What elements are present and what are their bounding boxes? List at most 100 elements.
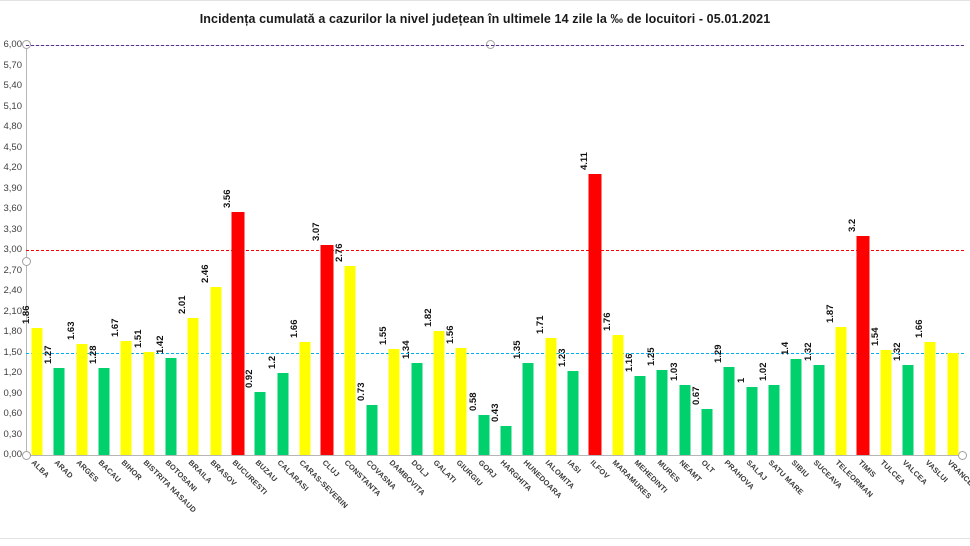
y-tick-label: 3,00 xyxy=(3,244,23,255)
page-separator-top xyxy=(0,0,970,1)
bar[interactable] xyxy=(947,352,959,455)
bar-value-label: 2.76 xyxy=(333,243,345,263)
bar-value-label: 1.32 xyxy=(892,342,904,361)
bar-value-label: 0.92 xyxy=(244,369,256,389)
x-axis-category-labels: ALBA ARAD ARGES BACAU BIHOR BISTRITA NASAUD BO… xyxy=(26,458,970,538)
bar-value-label: 1.54 xyxy=(869,327,881,346)
x-category-label: OLT xyxy=(699,458,717,476)
bar-value-label: 1.66 xyxy=(914,319,926,338)
y-tick-label: 2,10 xyxy=(3,305,23,317)
axis-handle-mid[interactable] xyxy=(22,257,31,266)
bar[interactable] xyxy=(120,340,132,455)
bar[interactable] xyxy=(656,369,668,455)
bar[interactable] xyxy=(143,351,155,455)
bar[interactable] xyxy=(500,425,512,455)
bar[interactable] xyxy=(902,364,914,455)
bar-value-label: 2.46 xyxy=(199,264,211,283)
bar[interactable] xyxy=(455,348,467,455)
bar-slot: 1.55 xyxy=(378,45,405,455)
axis-handle-right-end[interactable] xyxy=(958,451,967,460)
bar[interactable] xyxy=(31,327,43,455)
y-tick-label: 2,70 xyxy=(3,264,23,276)
x-category-label: ILFOV xyxy=(588,458,611,481)
y-tick-label: 3,60 xyxy=(3,203,23,214)
x-category-label: ALBA xyxy=(29,458,52,480)
bar-slot: 1.4 xyxy=(780,45,807,455)
bar-slot: 1.66 xyxy=(914,45,941,455)
bar[interactable] xyxy=(768,385,780,455)
bar[interactable] xyxy=(320,245,334,455)
purple-threshold xyxy=(26,45,964,46)
bar-value-label: 3.2 xyxy=(847,219,859,233)
bar[interactable] xyxy=(165,357,177,455)
bar[interactable] xyxy=(723,366,735,455)
bar[interactable] xyxy=(856,236,870,455)
bar[interactable] xyxy=(98,367,110,455)
bar-value-label: 1.25 xyxy=(646,347,658,366)
bar[interactable] xyxy=(790,359,802,455)
bar-value-label: 1.29 xyxy=(713,344,725,363)
bar-value-label: 1.42 xyxy=(155,335,167,354)
bar[interactable] xyxy=(588,174,602,455)
bar[interactable] xyxy=(231,211,245,455)
bar[interactable] xyxy=(433,330,445,455)
bar[interactable] xyxy=(299,341,311,455)
bar[interactable] xyxy=(254,392,266,455)
bar-slot: 0.92 xyxy=(244,45,271,455)
bar[interactable] xyxy=(366,405,378,455)
bar[interactable] xyxy=(411,363,423,455)
bar[interactable] xyxy=(679,384,691,455)
bar-slot: 4.11 xyxy=(579,45,606,455)
red-threshold xyxy=(26,250,964,251)
x-category-label: CLUJ xyxy=(320,458,341,479)
plot-area: 6,00 5,70 5,40 5,10 4,80 4,50 4,20 3,90 3,60 3,30… xyxy=(4,40,967,460)
y-tick-label: 1,50 xyxy=(3,346,23,358)
y-tick-label: 4,50 xyxy=(3,141,23,153)
y-tick-label: 1,80 xyxy=(3,326,23,337)
bar-slot: 1.67 xyxy=(110,45,137,455)
bar-value-label: 0.73 xyxy=(356,382,368,402)
bar-value-label: 1.76 xyxy=(601,312,613,331)
y-tick-label: 4,20 xyxy=(3,162,23,173)
bar-slot: 1.25 xyxy=(646,45,673,455)
bar-slot: 3.2 xyxy=(847,45,874,455)
bar-value-label: 1.03 xyxy=(668,362,680,381)
axis-handle-top-center[interactable] xyxy=(486,40,495,49)
bar[interactable] xyxy=(924,341,936,455)
bar-value-label: 1.02 xyxy=(758,362,770,382)
bar-slot: 2.76 xyxy=(334,45,361,455)
y-tick-label: 3,30 xyxy=(3,223,23,235)
bar[interactable] xyxy=(634,375,646,455)
page-separator-bottom xyxy=(0,538,970,539)
bar[interactable] xyxy=(612,334,624,455)
bar[interactable] xyxy=(746,386,758,455)
bar[interactable] xyxy=(277,373,289,455)
bar[interactable] xyxy=(880,349,892,455)
bar-slot: 0.73 xyxy=(356,45,383,455)
bar[interactable] xyxy=(813,364,825,455)
bar[interactable] xyxy=(701,409,713,455)
bar-slot: 2.01 xyxy=(177,45,204,455)
bar[interactable] xyxy=(388,349,400,455)
bar[interactable] xyxy=(835,327,847,455)
bar-value-label: 1.66 xyxy=(289,319,301,338)
bar[interactable] xyxy=(478,415,490,455)
axis-handle-bottom[interactable] xyxy=(22,451,31,460)
bar-slot: 1.54 xyxy=(870,45,897,455)
x-category-label: BIHOR xyxy=(119,458,144,483)
bar-slot: 1.56 xyxy=(445,45,472,455)
bar-slot: 2.46 xyxy=(200,45,227,455)
bar[interactable] xyxy=(76,343,88,455)
bar[interactable] xyxy=(187,317,199,455)
bar[interactable] xyxy=(344,266,356,455)
bar-value-label: 1.67 xyxy=(110,318,122,337)
bar-value-label: 1.87 xyxy=(825,304,837,324)
bar[interactable] xyxy=(522,362,534,455)
bar[interactable] xyxy=(210,286,222,455)
bar[interactable] xyxy=(545,338,557,455)
axis-handle-top[interactable] xyxy=(22,40,31,49)
y-tick-label: 0,60 xyxy=(3,408,23,419)
bar-value-label: 1.82 xyxy=(423,308,435,327)
bar[interactable] xyxy=(53,368,65,455)
bar[interactable] xyxy=(567,370,579,455)
